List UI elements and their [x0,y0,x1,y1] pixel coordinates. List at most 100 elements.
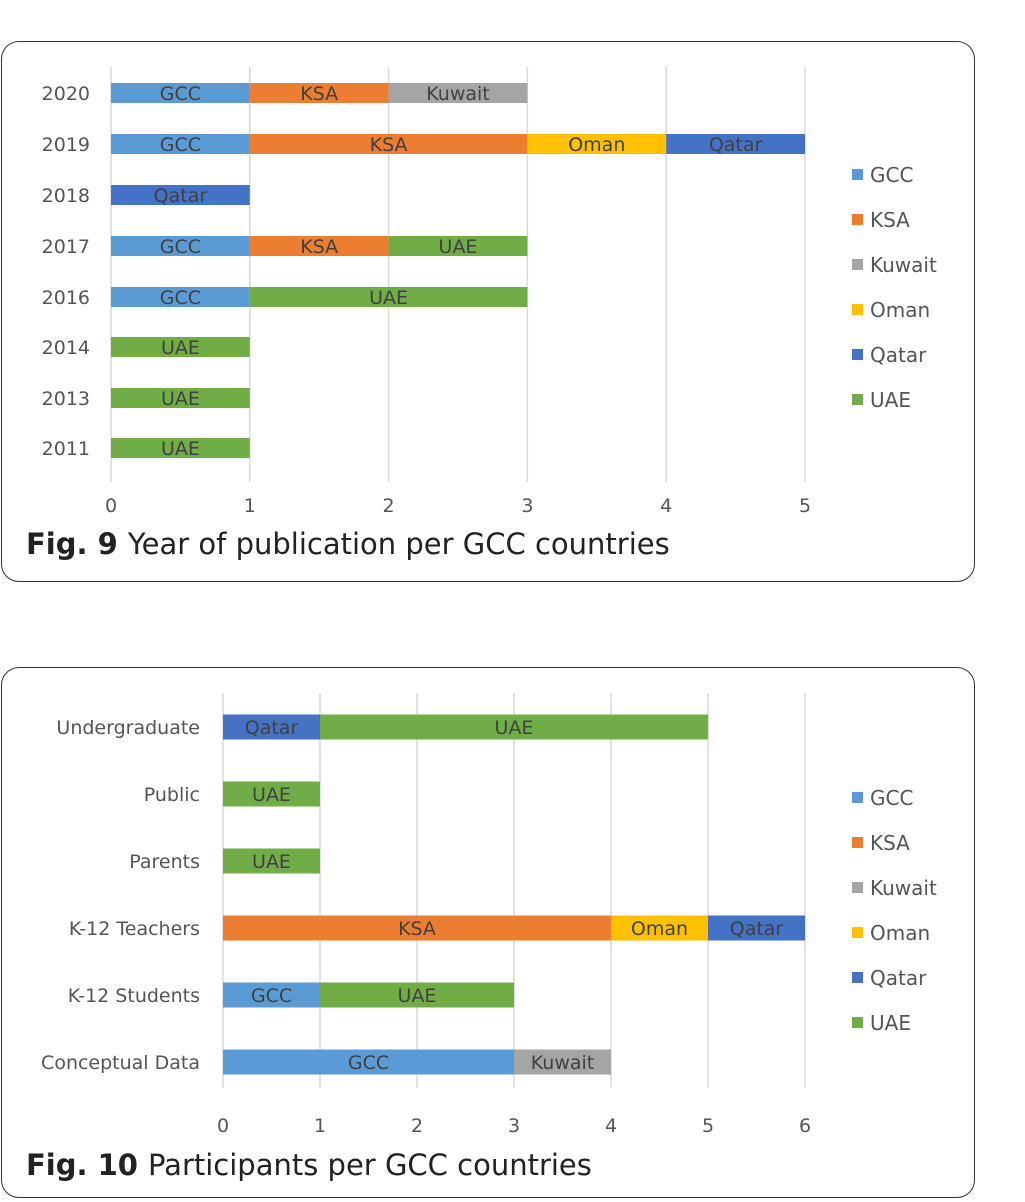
legend-label-kuwait: Kuwait [870,253,937,277]
bar-2018-qatar [111,185,250,205]
bar-label-k-12-students-gcc: GCC [251,985,292,1007]
bar-label-conceptual-data-gcc: GCC [348,1052,389,1074]
category-label-2014: 2014 [42,337,90,359]
bar-label-2020-kuwait: Kuwait [426,83,489,105]
bar-2020-gcc [111,83,250,103]
x-tick-label-1: 1 [244,495,256,517]
bar-2016-gcc [111,287,250,307]
bar-label-parents-uae: UAE [252,851,291,873]
legend-swatch-kuwait [852,882,863,893]
bar-2020-ksa [249,83,389,103]
bar-2020-kuwait [388,83,528,103]
bar-2019-gcc [111,134,250,154]
category-label-undergraduate: Undergraduate [56,717,200,739]
bar-label-2018-qatar: Qatar [154,185,208,207]
legend-swatch-qatar [852,972,863,983]
category-label-2019: 2019 [42,134,90,156]
bar-k-12-teachers-ksa [223,915,611,941]
category-label-2011: 2011 [42,438,90,460]
category-label-public: Public [144,784,200,806]
bar-conceptual-data-gcc [223,1049,514,1075]
bar-undergraduate-qatar [223,714,320,740]
legend-label-ksa: KSA [870,831,910,855]
x-tick-label-1: 1 [314,1115,326,1137]
bar-label-k-12-students-uae: UAE [398,985,437,1007]
bar-label-2020-ksa: KSA [300,83,338,105]
legend-swatch-oman [852,927,863,938]
bar-k-12-students-gcc [223,982,320,1008]
bar-label-undergraduate-uae: UAE [495,717,534,739]
bar-label-2017-uae: UAE [439,236,478,258]
bar-label-k-12-teachers-oman: Oman [631,918,688,940]
figure-9-chart: 0 1 2 3 4 5 2020 GCC KSA Kuwait 2019 GCC KSA Oman Qata… [42,67,937,517]
bar-label-2017-ksa: KSA [300,236,338,258]
legend-label-qatar: Qatar [870,343,927,367]
figure-10-caption: Fig. 10 Participants per GCC countries [26,1148,592,1182]
legend-swatch-oman [852,304,863,315]
bar-k-12-students-uae [320,982,514,1008]
figure-10-panel: 0 1 2 3 4 5 6 Undergraduate Qatar UAE Public UAE Par… [1,667,975,1198]
bar-conceptual-data-kuwait [514,1049,611,1075]
legend-swatch-gcc [852,169,863,180]
bar-label-2020-gcc: GCC [160,83,201,105]
figure-9-caption: Fig. 9 Year of publication per GCC countr… [26,527,670,561]
figure-10-label: Fig. 10 [26,1148,138,1182]
bar-label-2019-oman: Oman [568,134,625,156]
legend-label-gcc: GCC [870,163,913,187]
figure-9-caption-text: Year of publication per GCC countries [127,527,670,561]
category-label-k-12-teachers: K-12 Teachers [69,918,200,940]
x-tick-label-3: 3 [521,495,533,517]
legend-swatch-uae [852,1017,863,1028]
x-tick-label-3: 3 [508,1115,520,1137]
legend-label-gcc: GCC [870,786,913,810]
legend-label-qatar: Qatar [870,966,927,990]
legend-label-uae: UAE [870,388,911,412]
figure-9-label: Fig. 9 [26,527,118,561]
bar-2017-gcc [111,236,250,256]
x-tick-label-5: 5 [799,495,811,517]
bar-label-k-12-teachers-ksa: KSA [398,918,436,940]
bar-label-2017-gcc: GCC [160,236,201,258]
bar-2019-ksa [249,134,528,154]
x-tick-label-4: 4 [605,1115,617,1137]
category-label-2016: 2016 [42,287,90,309]
bar-label-undergraduate-qatar: Qatar [245,717,299,739]
bar-label-2016-gcc: GCC [160,287,201,309]
category-label-2018: 2018 [42,185,90,207]
bar-label-2019-ksa: KSA [370,134,408,156]
bar-2019-oman [527,134,667,154]
legend-swatch-uae [852,394,863,405]
bar-label-2013-uae: UAE [161,388,200,410]
legend-label-ksa: KSA [870,208,910,232]
bar-label-2019-gcc: GCC [160,134,201,156]
bar-label-2016-uae: UAE [369,287,408,309]
figure-9-panel: 0 1 2 3 4 5 2020 GCC KSA Kuwait 2019 GCC KSA Oman Qata… [1,41,975,582]
category-label-2017: 2017 [42,236,90,258]
bar-label-2019-qatar: Qatar [709,134,763,156]
bar-2011-uae [111,438,250,458]
legend-swatch-qatar [852,349,863,360]
bar-2019-qatar [666,134,805,154]
bar-2014-uae [111,337,250,357]
bar-k-12-teachers-oman [611,915,708,941]
legend-swatch-kuwait [852,259,863,270]
legend-swatch-ksa [852,214,863,225]
legend-label-oman: Oman [870,298,930,322]
legend-label-kuwait: Kuwait [870,876,937,900]
x-tick-label-2: 2 [383,495,395,517]
legend-swatch-gcc [852,792,863,803]
category-label-k-12-students: K-12 Students [68,985,200,1007]
category-label-2013: 2013 [42,388,90,410]
figure-10-chart: 0 1 2 3 4 5 6 Undergraduate Qatar UAE Public UAE Par… [41,693,937,1137]
x-tick-label-5: 5 [702,1115,714,1137]
bar-public-uae [223,781,320,807]
category-label-2020: 2020 [42,83,90,105]
legend-swatch-ksa [852,837,863,848]
x-tick-label-2: 2 [411,1115,423,1137]
x-tick-label-6: 6 [799,1115,811,1137]
category-label-conceptual-data: Conceptual Data [41,1052,200,1074]
bar-2016-uae [249,287,528,307]
bar-label-2014-uae: UAE [161,337,200,359]
bar-k-12-teachers-qatar [708,915,805,941]
bar-2017-uae [388,236,528,256]
